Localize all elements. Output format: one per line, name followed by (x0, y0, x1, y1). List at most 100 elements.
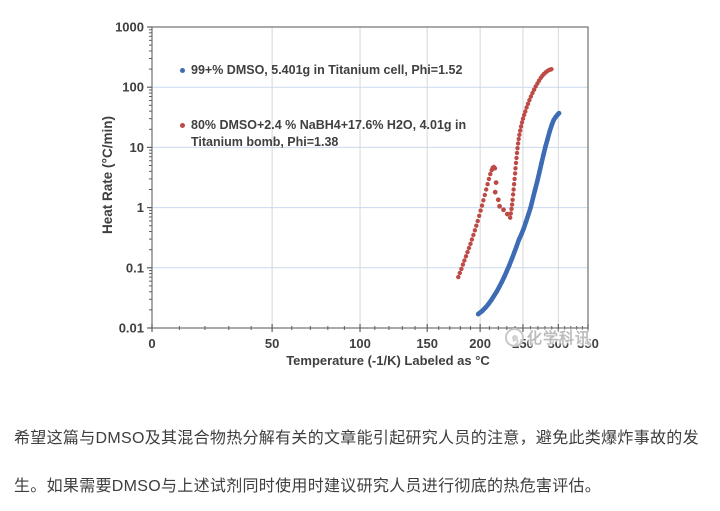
data-point (465, 249, 470, 255)
scatter-point (504, 211, 510, 217)
data-point (494, 289, 499, 295)
data-point (528, 205, 533, 210)
data-point (484, 187, 489, 192)
x-tick-label: 200 (469, 336, 491, 351)
data-point (517, 132, 522, 137)
x-tick-label: 350 (577, 336, 599, 351)
data-point (547, 129, 552, 134)
data-point (509, 202, 515, 207)
data-point (474, 223, 479, 228)
data-point (510, 192, 516, 197)
legend-label-line1: 80% DMSO+2.4 % NaBH4+17.6% H2O, 4.01g in (191, 118, 467, 132)
data-point (512, 250, 517, 255)
data-point (518, 128, 523, 133)
x-tick-label: 150 (416, 336, 438, 351)
data-point (457, 270, 462, 276)
data-point (477, 213, 482, 218)
data-point (534, 179, 540, 184)
data-point (510, 197, 515, 202)
y-tick-label: 10 (130, 140, 144, 155)
data-point (537, 170, 542, 175)
data-point (475, 218, 480, 224)
x-tick-label: 300 (547, 336, 569, 351)
data-point (519, 120, 525, 125)
data-point (504, 268, 510, 274)
data-point (511, 187, 516, 192)
data-point (502, 274, 507, 280)
y-tick-label: 0.01 (119, 321, 144, 336)
data-point (483, 305, 489, 310)
data-point (463, 254, 469, 259)
data-point (515, 141, 521, 146)
data-point (469, 237, 475, 242)
data-point (516, 136, 521, 142)
data-point (531, 87, 537, 92)
scatter-point (493, 180, 499, 186)
data-point (466, 245, 472, 251)
data-point (549, 67, 554, 72)
data-point (513, 166, 518, 171)
data-point (549, 122, 554, 128)
data-point (511, 182, 517, 187)
data-point (488, 171, 493, 177)
legend-entry-dmso: 99+% DMSO, 5.401g in Titanium cell, Phi=… (180, 62, 462, 79)
data-point (456, 274, 461, 280)
x-tick-label: 0 (148, 336, 155, 351)
data-point (471, 232, 476, 238)
data-point (514, 155, 519, 161)
chart-figure: 0.01 0.1 1 10 100 1000 0 50 100 150 200 250 300 350 H… (100, 19, 599, 368)
legend-entry-dmso-nabh4: 80% DMSO+2.4 % NaBH4+17.6% H2O, 4.01g in… (180, 117, 466, 151)
data-point (525, 101, 531, 107)
data-point (482, 192, 487, 198)
data-point (516, 237, 522, 242)
y-axis-title: Heat Rate (°C/min) (100, 116, 115, 234)
legend-marker-red-icon (180, 123, 185, 128)
data-point (519, 232, 524, 237)
data-point (530, 196, 536, 202)
data-point (521, 226, 526, 231)
data-point (491, 293, 497, 299)
data-point (514, 243, 519, 249)
data-point (545, 136, 550, 141)
data-point (520, 116, 526, 121)
y-tick-label: 100 (122, 80, 144, 95)
scatter-point (495, 197, 501, 203)
data-point (528, 94, 534, 99)
data-point (509, 256, 515, 262)
data-point (486, 176, 492, 182)
x-tick-label: 50 (265, 336, 279, 351)
watermark-text: 化学科讯 (527, 330, 592, 347)
x-axis-title: Temperature (-1/K) Labeled as °C (286, 353, 490, 368)
paragraph-line-1: 希望这篇与DMSO及其混合物热分解有关的文章能引起研究人员的注意，避免此类爆炸事… (14, 430, 699, 447)
data-point (459, 266, 464, 272)
data-point (509, 206, 514, 212)
watermark: 化学科讯 (505, 327, 591, 348)
data-point (508, 211, 513, 216)
data-point (527, 97, 532, 103)
data-point (523, 109, 528, 114)
y-tick-label: 1000 (115, 20, 144, 35)
data-point (468, 241, 473, 246)
scatter-point (497, 203, 502, 209)
data-point (508, 215, 513, 220)
legend-marker-blue-icon (180, 68, 185, 73)
scatter-point (492, 189, 498, 195)
data-point (543, 143, 548, 149)
y-tick-label: 1 (137, 200, 144, 215)
data-point (539, 161, 544, 166)
y-tick-label: 0.1 (126, 260, 144, 275)
data-point (479, 203, 485, 208)
data-point (530, 90, 535, 96)
scatter-point (501, 207, 506, 213)
paragraph-line-2: 生。如果需要DMSO与上述试剂同时使用时建议研究人员进行彻底的热危害评估。 (14, 478, 602, 495)
data-point (492, 166, 498, 171)
data-point (499, 279, 505, 285)
data-point (478, 208, 483, 213)
data-point (485, 182, 490, 187)
data-point (512, 171, 518, 176)
data-point (518, 124, 524, 129)
data-point (523, 219, 529, 225)
legend-label: 80% DMSO+2.4 % NaBH4+17.6% H2O, 4.01g in… (191, 117, 466, 151)
data-point (532, 187, 538, 193)
